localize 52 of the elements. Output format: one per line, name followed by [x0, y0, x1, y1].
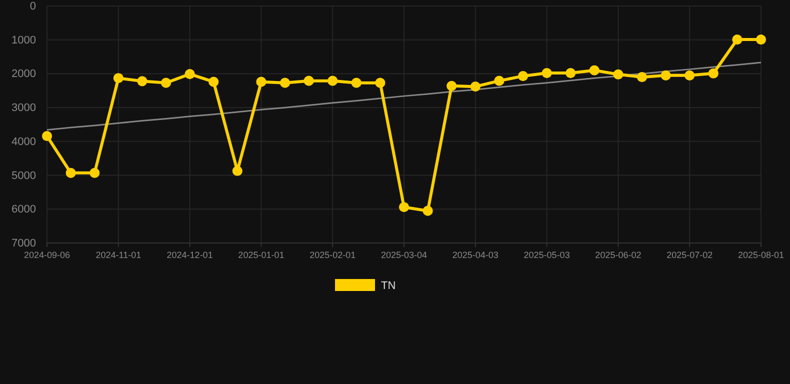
point — [589, 65, 600, 76]
point — [184, 69, 195, 80]
point — [328, 76, 338, 86]
x-tick-label: 2025-06-02 — [595, 250, 642, 260]
x-tick-label: 2024-12-01 — [166, 250, 213, 260]
x-tick-label: 2025-04-03 — [452, 250, 498, 260]
point — [398, 202, 410, 212]
line-series — [46, 62, 762, 131]
x-tick-label: 2025-05-03 — [524, 250, 570, 260]
point — [113, 73, 124, 84]
point — [280, 78, 290, 88]
point — [684, 70, 695, 80]
point — [542, 68, 552, 78]
y-tick-label: 3000 — [12, 102, 36, 114]
point — [42, 130, 52, 142]
point — [137, 76, 148, 86]
y-tick-label: 2000 — [12, 68, 36, 80]
point — [636, 72, 648, 82]
point — [494, 76, 504, 86]
point — [708, 68, 718, 78]
point — [90, 168, 100, 178]
y-tick-label: 4000 — [12, 136, 36, 148]
point — [566, 68, 576, 78]
x-tick-label: 2025-01-01 — [238, 250, 284, 260]
point — [304, 76, 314, 86]
point — [660, 70, 671, 80]
y-tick-label: 1000 — [12, 34, 36, 46]
x-tick-label: 2025-07-02 — [666, 250, 713, 260]
point — [470, 82, 480, 92]
point — [256, 76, 266, 87]
y-tick-label: 6000 — [12, 204, 36, 216]
point — [518, 71, 528, 82]
y-tick-label: 0 — [30, 0, 36, 13]
x-tick-label: 2025-03-04 — [380, 250, 428, 260]
x-tick-label: 2025-02-01 — [310, 250, 356, 260]
point — [613, 69, 624, 80]
point — [732, 34, 742, 45]
point — [232, 166, 242, 176]
point — [422, 206, 433, 216]
point — [756, 34, 766, 45]
point — [446, 80, 457, 91]
point — [375, 78, 386, 88]
point — [351, 78, 362, 88]
x-tick-label: 2024-09-06 — [24, 250, 70, 260]
point — [66, 168, 76, 178]
x-tick-label: 2025-08-01 — [738, 250, 784, 260]
point — [160, 78, 172, 88]
y-tick-label: 5000 — [12, 170, 36, 182]
x-tick-label: 2024-11-01 — [96, 250, 142, 260]
y-tick-label: 7000 — [12, 238, 36, 250]
point — [208, 76, 219, 87]
legend-label: TN — [381, 280, 396, 292]
